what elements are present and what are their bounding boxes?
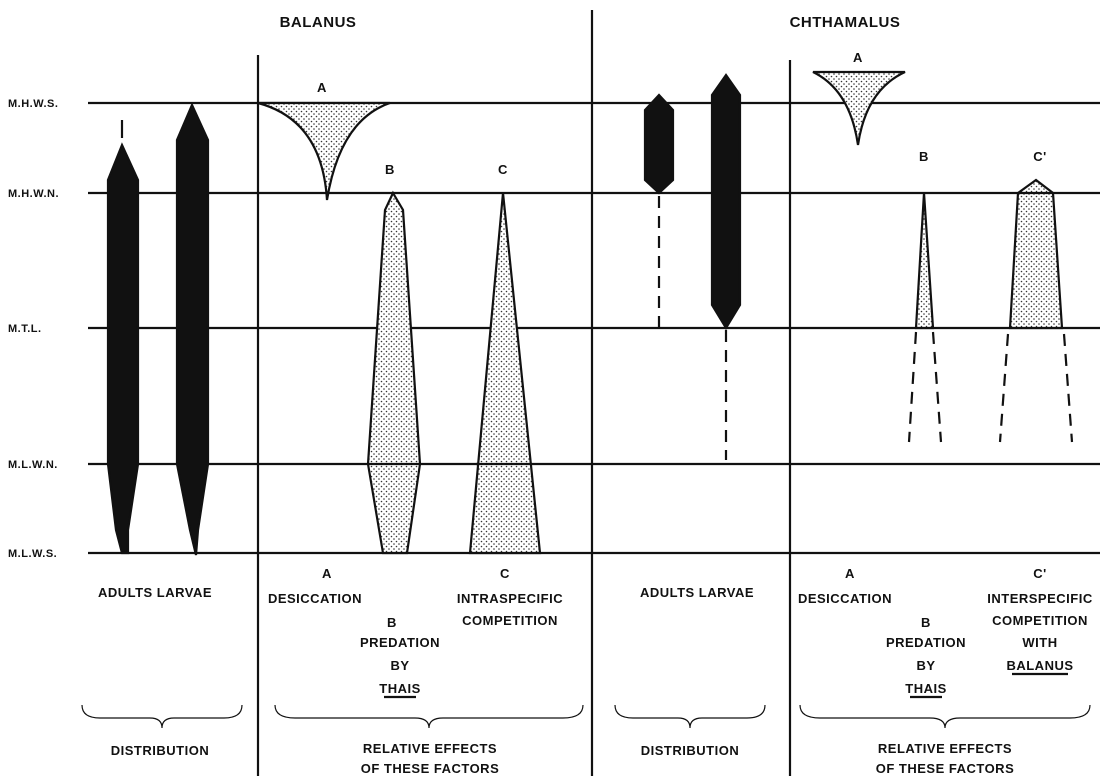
level-label: M.L.W.S.	[8, 548, 57, 560]
label: OF THESE FACTORS	[876, 761, 1015, 776]
letter: A	[853, 50, 863, 65]
letter: B	[385, 162, 395, 177]
level-label: M.H.W.S.	[8, 98, 58, 110]
letter: C	[500, 566, 510, 581]
label: BY	[390, 658, 409, 673]
label: THAIS	[905, 681, 947, 696]
letter: C	[498, 162, 508, 177]
layout	[81, 10, 1100, 776]
label: DISTRIBUTION	[111, 743, 209, 758]
label: INTRASPECIFIC	[457, 591, 563, 606]
label: DESICCATION	[798, 591, 892, 606]
level-label: M.H.W.N.	[8, 188, 59, 200]
title: CHTHAMALUS	[790, 14, 901, 31]
label: ADULTS LARVAE	[98, 585, 212, 600]
letter: B	[387, 615, 397, 630]
letter: B	[921, 615, 931, 630]
letter: B	[919, 149, 929, 164]
label: RELATIVE EFFECTS	[363, 741, 497, 756]
label: BY	[916, 658, 935, 673]
letter: C'	[1033, 149, 1046, 164]
title: BALANUS	[280, 14, 357, 31]
label: OF THESE FACTORS	[361, 761, 500, 776]
letter: A	[322, 566, 332, 581]
label: PREDATION	[360, 635, 440, 650]
label: INTERSPECIFIC	[987, 591, 1093, 606]
label: DESICCATION	[268, 591, 362, 606]
label: COMPETITION	[462, 613, 558, 628]
level-label: M.L.W.N.	[8, 459, 58, 471]
letter: A	[845, 566, 855, 581]
label: PREDATION	[886, 635, 966, 650]
label: DISTRIBUTION	[641, 743, 739, 758]
label: ADULTS LARVAE	[640, 585, 754, 600]
letter: A	[317, 80, 327, 95]
label: BALANUS	[1006, 658, 1073, 673]
label: WITH	[1022, 635, 1057, 650]
label: THAIS	[379, 681, 421, 696]
label: COMPETITION	[992, 613, 1088, 628]
label: RELATIVE EFFECTS	[878, 741, 1012, 756]
level-label: M.T.L.	[8, 323, 42, 335]
letter: C'	[1033, 566, 1046, 581]
